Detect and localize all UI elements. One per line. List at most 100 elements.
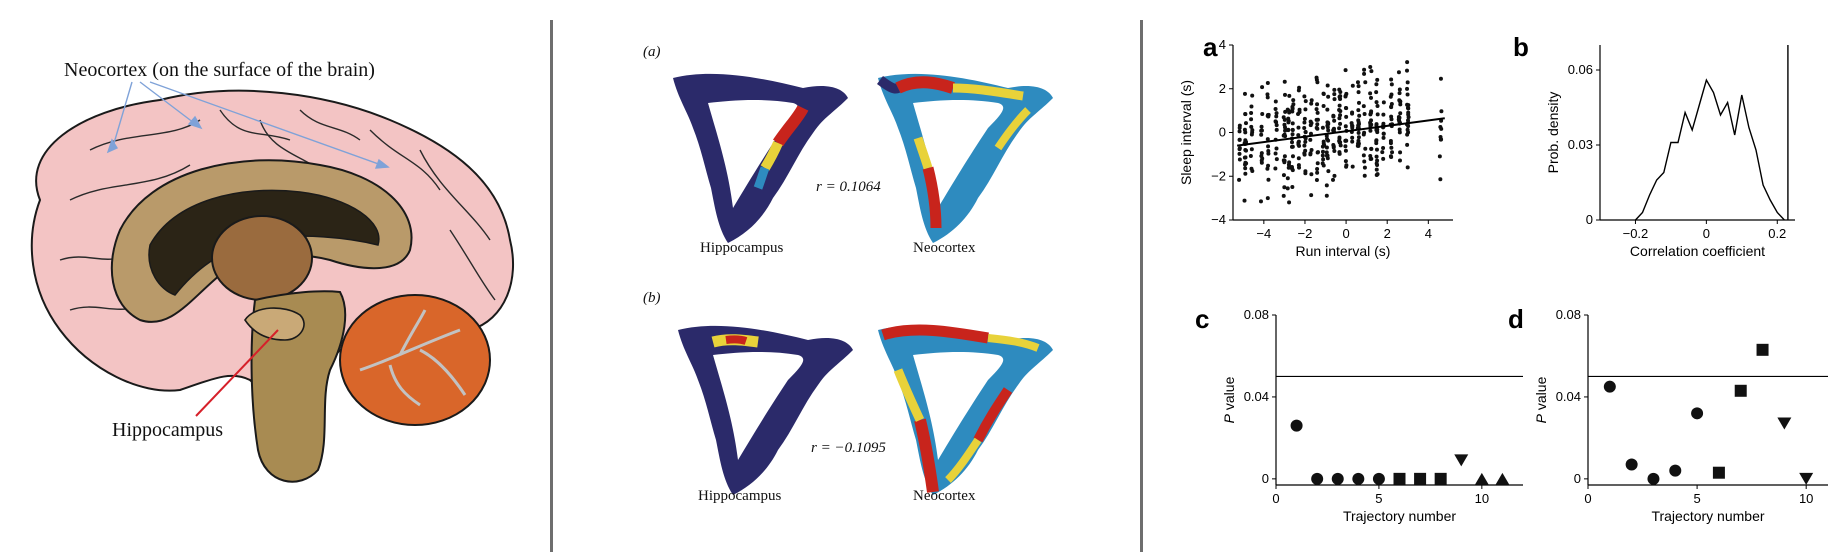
scatter-point bbox=[1374, 100, 1379, 105]
scatter-point bbox=[1357, 113, 1362, 118]
scatter-point bbox=[1374, 90, 1379, 95]
scatter-point bbox=[1303, 139, 1308, 144]
scatter-point bbox=[1396, 70, 1401, 75]
scatter-point bbox=[1398, 102, 1403, 107]
point-circle bbox=[1691, 407, 1704, 420]
scatter-point bbox=[1381, 100, 1386, 105]
scatter-point bbox=[1242, 127, 1247, 132]
thalamus bbox=[211, 215, 313, 301]
scatter-point bbox=[1237, 123, 1242, 128]
scatter-point bbox=[1343, 94, 1348, 99]
y-axis-label: Sleep interval (s) bbox=[1178, 80, 1194, 185]
panel-letter-c: c bbox=[1195, 304, 1209, 334]
scatter-point bbox=[1314, 125, 1319, 130]
scatter-point bbox=[1381, 156, 1386, 161]
scatter-point bbox=[1381, 121, 1386, 126]
y-tick-label: 0 bbox=[1262, 471, 1269, 486]
y-tick-label: 0.04 bbox=[1556, 389, 1581, 404]
scatter-point bbox=[1297, 110, 1302, 115]
scatter-point bbox=[1375, 112, 1380, 117]
scatter-point bbox=[1266, 144, 1271, 149]
scatter-point bbox=[1381, 145, 1386, 150]
scatter-point bbox=[1356, 90, 1361, 95]
scatter-point bbox=[1258, 199, 1263, 204]
scatter-point bbox=[1249, 124, 1254, 129]
scatter-point bbox=[1282, 185, 1287, 190]
scatter-point bbox=[1350, 123, 1355, 128]
scatter-point bbox=[1381, 131, 1386, 136]
scatter-point bbox=[1356, 135, 1361, 140]
scatter-point bbox=[1259, 132, 1264, 137]
scatter-point bbox=[1388, 138, 1393, 143]
scatter-point bbox=[1291, 98, 1296, 103]
scatter-point bbox=[1362, 159, 1367, 164]
point-triangle-up bbox=[1474, 472, 1489, 485]
hippocampus-label: Hippocampus bbox=[112, 419, 223, 441]
scatter-point bbox=[1389, 92, 1394, 97]
scatter-point bbox=[1398, 150, 1403, 155]
scatter-point bbox=[1369, 95, 1374, 100]
scatter-point bbox=[1314, 75, 1319, 80]
scatter-point bbox=[1324, 153, 1329, 158]
scatter-point bbox=[1350, 164, 1355, 169]
scatter-point bbox=[1356, 100, 1361, 105]
density-line bbox=[1634, 78, 1785, 221]
caption-b-hippocampus: Hippocampus bbox=[698, 488, 781, 504]
scatter-point bbox=[1274, 123, 1279, 128]
scatter-point bbox=[1350, 135, 1355, 140]
scatter-point bbox=[1326, 138, 1331, 143]
scatter-point bbox=[1398, 111, 1403, 116]
scatter-point bbox=[1315, 117, 1320, 122]
scatter-point bbox=[1266, 114, 1271, 119]
scatter-point bbox=[1281, 193, 1286, 198]
scatter-point bbox=[1243, 166, 1248, 171]
scatter-point bbox=[1308, 123, 1313, 128]
scatter-point bbox=[1315, 150, 1320, 155]
neocortex-label: Neocortex (on the surface of the brain) bbox=[64, 59, 375, 81]
scatter-point bbox=[1248, 154, 1253, 159]
scatter-point bbox=[1375, 77, 1380, 82]
scatter-point bbox=[1309, 193, 1314, 198]
scatter-point bbox=[1343, 124, 1348, 129]
scatter-point bbox=[1266, 177, 1271, 182]
scatter-point bbox=[1337, 135, 1342, 140]
x-tick-label: 0 bbox=[1272, 491, 1279, 506]
scatter-point bbox=[1326, 94, 1331, 99]
scatter-point bbox=[1290, 140, 1295, 145]
scatter-point bbox=[1289, 144, 1294, 149]
scatter-point bbox=[1290, 132, 1295, 137]
y-tick-label: 0.08 bbox=[1556, 307, 1581, 322]
scatter-point bbox=[1405, 106, 1410, 111]
x-tick-label: 0.2 bbox=[1768, 226, 1786, 241]
scatter-point bbox=[1282, 160, 1287, 165]
scatter-point bbox=[1315, 167, 1320, 172]
point-triangle-down bbox=[1777, 417, 1792, 430]
scatter-point bbox=[1290, 106, 1295, 111]
heatmap-a-hippocampus bbox=[673, 73, 848, 243]
scatter-point bbox=[1249, 104, 1254, 109]
scatter-point bbox=[1344, 114, 1349, 119]
scatter-point bbox=[1381, 112, 1386, 117]
x-tick-label: 0 bbox=[1342, 226, 1349, 241]
point-square bbox=[1393, 472, 1406, 485]
scatter-point bbox=[1325, 83, 1330, 88]
point-circle bbox=[1372, 472, 1385, 485]
heatmap-b-neocortex bbox=[878, 324, 1053, 495]
scatter-point bbox=[1381, 135, 1386, 140]
scatter-point bbox=[1397, 127, 1402, 132]
scatter-point bbox=[1308, 137, 1313, 142]
y-tick-label: 0.06 bbox=[1568, 62, 1593, 77]
scatter-point bbox=[1438, 177, 1443, 182]
scatter-point bbox=[1242, 198, 1247, 203]
scatter-point bbox=[1337, 103, 1342, 108]
scatter-point bbox=[1405, 165, 1410, 170]
scatter-point bbox=[1315, 102, 1320, 107]
heatmap-a-neocortex bbox=[877, 73, 1053, 243]
scatter-point bbox=[1337, 108, 1342, 113]
scatter-point bbox=[1361, 104, 1366, 109]
y-tick-label: 2 bbox=[1219, 81, 1226, 96]
scatter-point bbox=[1259, 128, 1264, 133]
y-tick-label: 0.04 bbox=[1244, 389, 1269, 404]
scatter-point bbox=[1338, 113, 1343, 118]
scatter-point bbox=[1374, 123, 1379, 128]
